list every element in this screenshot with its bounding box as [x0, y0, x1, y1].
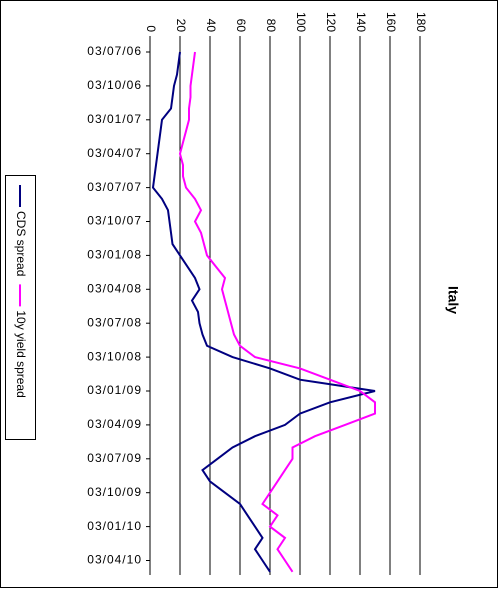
chart-title: Italy: [445, 286, 461, 314]
x-tick-label: 03/07/07: [87, 180, 142, 194]
x-tick-label: 03/01/10: [87, 519, 142, 533]
y-tick-label: 120: [324, 12, 338, 32]
x-tick-label: 03/04/09: [87, 417, 142, 431]
legend-label: 10y yield spread: [14, 310, 28, 397]
legend: [5, 175, 36, 440]
x-tick-label: 03/01/09: [87, 383, 142, 397]
y-tick-label: 0: [144, 25, 158, 32]
y-tick-label: 80: [264, 19, 278, 33]
plot-area: [150, 40, 420, 575]
x-tick-label: 03/07/08: [87, 315, 142, 329]
y-tick-label: 40: [204, 19, 218, 33]
x-tick-label: 03/07/09: [87, 451, 142, 465]
y-tick-label: 160: [384, 12, 398, 32]
y-tick-label: 180: [414, 12, 428, 32]
x-tick-label: 03/10/06: [87, 78, 142, 92]
y-tick-label: 140: [354, 12, 368, 32]
x-tick-label: 03/01/07: [87, 112, 142, 126]
series-line: [178, 51, 376, 573]
y-tick-label: 60: [234, 19, 248, 33]
y-tick-label: 100: [294, 12, 308, 32]
legend-label: CDS spread: [14, 211, 28, 276]
y-tick-label: 20: [174, 19, 188, 33]
series-line: [151, 51, 376, 573]
x-tick-label: 03/10/07: [87, 214, 142, 228]
x-tick-label: 03/01/08: [87, 248, 142, 262]
x-tick-label: 03/07/06: [87, 44, 142, 58]
x-tick-label: 03/04/07: [87, 146, 142, 160]
x-tick-label: 03/04/08: [87, 281, 142, 295]
x-tick-label: 03/04/10: [87, 553, 142, 567]
x-tick-label: 03/10/08: [87, 349, 142, 363]
x-tick-label: 03/10/09: [87, 485, 142, 499]
